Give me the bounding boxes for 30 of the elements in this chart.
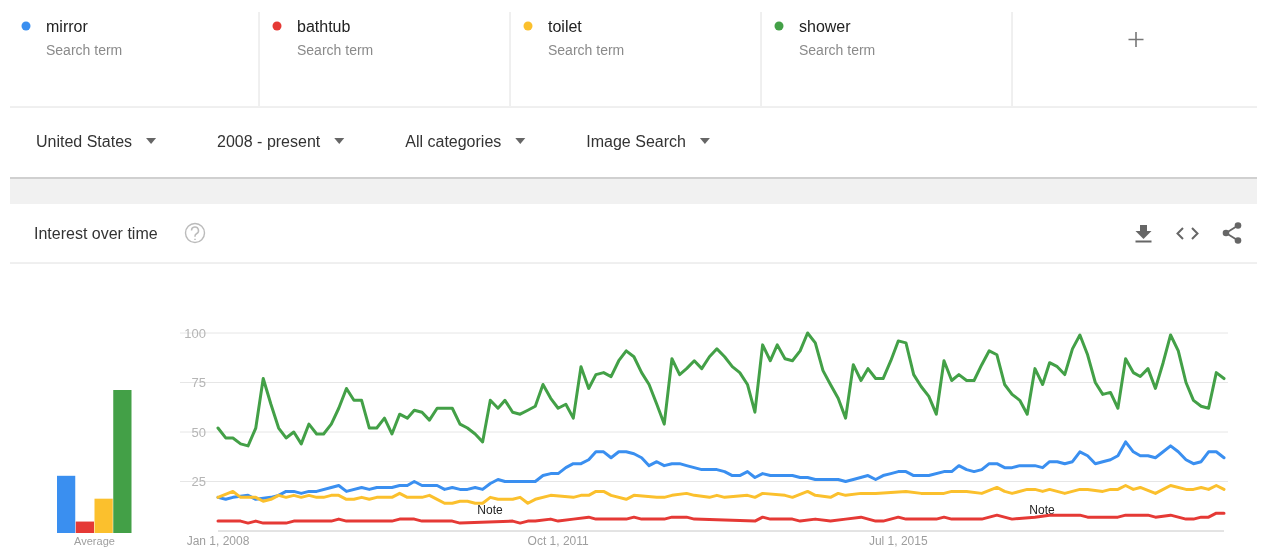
text: United States [36, 133, 133, 150]
text: Search term [548, 42, 625, 58]
legend-label: bathtub [297, 18, 351, 35]
bar [75, 521, 94, 533]
bar [94, 498, 113, 533]
legend-label: shower [799, 18, 852, 35]
text: Search term [46, 42, 123, 58]
x-tick-label: Jan 1, 2008 [186, 534, 250, 548]
line-series [216, 331, 1226, 448]
text: Search term [799, 42, 876, 58]
annotation: Note [1029, 503, 1055, 517]
annotation: Note [477, 503, 503, 517]
legend-label: mirror [46, 18, 89, 35]
y-tick-label: 25 [191, 474, 206, 490]
text: Image Search [586, 133, 686, 150]
x-axis-title: Average [74, 535, 115, 547]
bar [57, 475, 76, 533]
bar [113, 390, 132, 533]
y-tick-label: 50 [191, 424, 206, 440]
y-tick-label: 75 [191, 375, 206, 391]
line-series [216, 440, 1226, 501]
chart-title: Interest over time [34, 225, 158, 242]
x-tick-label: Oct 1, 2011 [527, 534, 590, 548]
legend-label: toilet [548, 18, 583, 35]
x-tick-label: Jul 1, 2015 [868, 534, 928, 548]
text: Search term [297, 42, 374, 58]
text: All categories [405, 133, 502, 150]
text: 2008 - present [217, 133, 321, 150]
line-series [216, 483, 1226, 505]
y-tick-label: 100 [184, 325, 206, 341]
